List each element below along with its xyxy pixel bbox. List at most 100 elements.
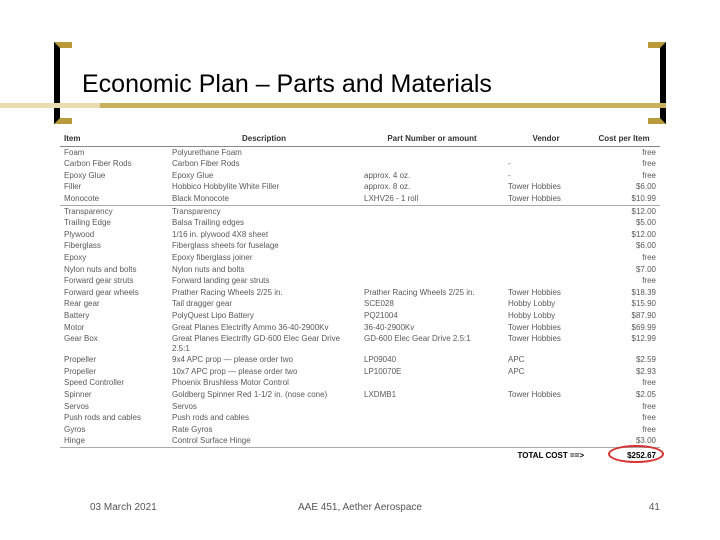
cell-item: Battery (60, 310, 168, 322)
cell-vendor (504, 205, 588, 217)
cell-item: Carbon Fiber Rods (60, 158, 168, 170)
cell-item: Forward gear struts (60, 275, 168, 287)
cell-desc: Fiberglass sheets for fuselage (168, 240, 360, 252)
cell-item: Spinner (60, 389, 168, 401)
table-row: SpinnerGoldberg Spinner Red 1-1/2 in. (n… (60, 389, 660, 401)
cell-part (360, 146, 504, 158)
cell-vendor: Tower Hobbies (504, 193, 588, 205)
cell-item: Gyros (60, 424, 168, 436)
cell-desc: Carbon Fiber Rods (168, 158, 360, 170)
cell-cost: free (588, 158, 660, 170)
total-value: $252.67 (588, 448, 660, 462)
cell-part (360, 217, 504, 229)
cell-desc: PolyQuest Lipo Battery (168, 310, 360, 322)
cell-part: LXHV26 - 1 roll (360, 193, 504, 205)
cell-vendor: APC (504, 366, 588, 378)
cell-part (360, 275, 504, 287)
cell-item: Hinge (60, 435, 168, 447)
cell-vendor: Tower Hobbies (504, 389, 588, 401)
cell-item: Plywood (60, 229, 168, 241)
cell-item: Propeller (60, 366, 168, 378)
footer-course: AAE 451, Aether Aerospace (298, 502, 422, 513)
table-row: Forward gear strutsForward landing gear … (60, 275, 660, 287)
cell-desc: Polyurethane Foam (168, 146, 360, 158)
cell-desc: Hobbico Hobbylite White Filler (168, 181, 360, 193)
col-description: Description (168, 132, 360, 146)
cell-desc: Push rods and cables (168, 412, 360, 424)
table-row: Propeller9x4 APC prop — please order two… (60, 354, 660, 366)
cell-cost: $5.00 (588, 217, 660, 229)
table-row: Push rods and cablesPush rods and cables… (60, 412, 660, 424)
cell-part: SCE028 (360, 298, 504, 310)
cell-part (360, 424, 504, 436)
cell-part: Prather Racing Wheels 2/25 in. (360, 287, 504, 299)
cell-part (360, 401, 504, 413)
cell-item: Fiberglass (60, 240, 168, 252)
cell-part (360, 252, 504, 264)
cell-item: Motor (60, 322, 168, 334)
cell-part: LP10070E (360, 366, 504, 378)
cell-vendor (504, 377, 588, 389)
table-row: Epoxy GlueEpoxy Glueapprox. 4 oz.-free (60, 170, 660, 182)
cell-part (360, 229, 504, 241)
cell-part (360, 435, 504, 447)
table-row: MotorGreat Planes Electrifly Ammo 36-40-… (60, 322, 660, 334)
cell-part: approx. 4 oz. (360, 170, 504, 182)
cell-desc: Prather Racing Wheels 2/25 in. (168, 287, 360, 299)
cell-desc: Black Monocote (168, 193, 360, 205)
cell-part: LP09040 (360, 354, 504, 366)
cell-cost: $12.99 (588, 333, 660, 354)
cell-cost: $15.90 (588, 298, 660, 310)
cell-desc: Balsa Trailing edges (168, 217, 360, 229)
cell-vendor: Tower Hobbies (504, 181, 588, 193)
total-label: TOTAL COST ==> (504, 448, 588, 462)
cell-cost: $69.99 (588, 322, 660, 334)
table-row: Carbon Fiber RodsCarbon Fiber Rods -free (60, 158, 660, 170)
cell-cost: free (588, 412, 660, 424)
cell-vendor (504, 435, 588, 447)
cell-item: Trailing Edge (60, 217, 168, 229)
cell-cost: $2.93 (588, 366, 660, 378)
table-row: Rear gearTail dragger gearSCE028Hobby Lo… (60, 298, 660, 310)
footer-date: 03 March 2021 (90, 502, 157, 513)
cell-vendor (504, 217, 588, 229)
table-row: Nylon nuts and boltsNylon nuts and bolts… (60, 264, 660, 276)
cell-item: Gear Box (60, 333, 168, 354)
cell-vendor: - (504, 158, 588, 170)
cell-desc: Transparency (168, 205, 360, 217)
cell-part (360, 412, 504, 424)
table-row: Gear BoxGreat Planes Electrifly GD-600 E… (60, 333, 660, 354)
table-row: GyrosRate Gyrosfree (60, 424, 660, 436)
cell-desc: Rate Gyros (168, 424, 360, 436)
cell-desc: Goldberg Spinner Red 1-1/2 in. (nose con… (168, 389, 360, 401)
cell-vendor (504, 264, 588, 276)
cell-vendor (504, 424, 588, 436)
bracket-right (648, 42, 666, 124)
cell-part: LXDMB1 (360, 389, 504, 401)
cell-part (360, 158, 504, 170)
cell-item: Nylon nuts and bolts (60, 264, 168, 276)
table-row: Plywood1/16 in. plywood 4X8 sheet $12.00 (60, 229, 660, 241)
cell-item: Transparency (60, 205, 168, 217)
cell-part (360, 240, 504, 252)
cell-cost: $12.00 (588, 205, 660, 217)
cell-cost: $12.00 (588, 229, 660, 241)
cell-part (360, 377, 504, 389)
cell-cost: free (588, 377, 660, 389)
table-row: BatteryPolyQuest Lipo BatteryPQ21004Hobb… (60, 310, 660, 322)
cell-desc: 1/16 in. plywood 4X8 sheet (168, 229, 360, 241)
cell-item: Filler (60, 181, 168, 193)
total-value-text: $252.67 (627, 451, 656, 460)
col-cost: Cost per Item (588, 132, 660, 146)
table-row: EpoxyEpoxy fiberglass joinerfree (60, 252, 660, 264)
cell-vendor (504, 401, 588, 413)
cell-part (360, 264, 504, 276)
footer: 03 March 2021 AAE 451, Aether Aerospace … (0, 502, 720, 518)
cell-desc: Nylon nuts and bolts (168, 264, 360, 276)
parts-table: Item Description Part Number or amount V… (60, 132, 660, 462)
table-row: FiberglassFiberglass sheets for fuselage… (60, 240, 660, 252)
cell-cost: $87.90 (588, 310, 660, 322)
cell-cost: $10.99 (588, 193, 660, 205)
title-underline (0, 103, 666, 108)
cell-item: Monocote (60, 193, 168, 205)
